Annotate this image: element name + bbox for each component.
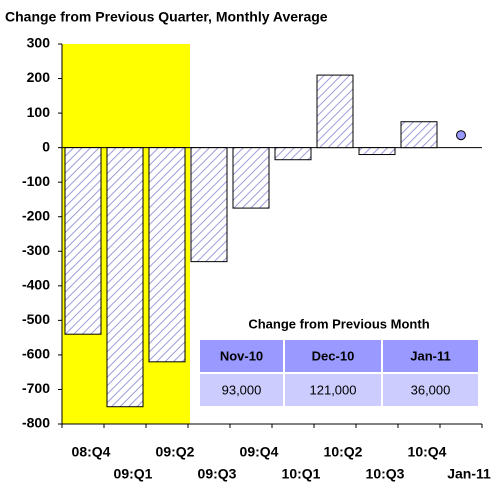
table-header: Jan-11	[410, 348, 450, 363]
table-cell	[383, 374, 478, 406]
x-tick-label: 10:Q1	[282, 466, 321, 482]
table-header-cell	[200, 340, 283, 372]
bar	[64, 147, 102, 335]
x-tick-label: 10:Q4	[408, 444, 447, 460]
bar	[232, 147, 270, 209]
y-tick-label: -200	[22, 207, 50, 223]
x-tick-label: 10:Q2	[324, 444, 363, 460]
bar	[400, 121, 438, 149]
y-tick-label: -500	[22, 311, 50, 327]
y-tick-label: -100	[22, 173, 50, 189]
table-cell	[285, 374, 381, 406]
bar	[106, 147, 144, 408]
table-header: Nov-10	[220, 348, 263, 363]
x-tick-label: 10:Q3	[366, 466, 405, 482]
table-value: 36,000	[411, 382, 451, 397]
table-value: 93,000	[222, 382, 262, 397]
y-tick-label: 100	[27, 104, 51, 120]
y-tick-label: 300	[27, 35, 51, 51]
y-tick-label: -800	[22, 415, 50, 431]
table-title: Change from Previous Month	[248, 316, 429, 331]
x-tick-label: 08:Q4	[72, 444, 111, 460]
bar	[358, 147, 396, 156]
y-tick-label: 200	[27, 69, 51, 85]
y-tick-label: -700	[22, 380, 50, 396]
table-header-cell	[285, 340, 381, 372]
y-tick-label: -400	[22, 277, 50, 293]
chart-title: Change from Previous Quarter, Monthly Av…	[5, 9, 328, 25]
x-tick-label: 09:Q4	[240, 444, 279, 460]
table-header-cell	[383, 340, 478, 372]
table-value: 121,000	[310, 382, 357, 397]
dot	[456, 130, 466, 141]
table-header: Dec-10	[312, 348, 355, 363]
bar	[148, 147, 186, 363]
x-tick-label: Jan-11	[447, 466, 491, 482]
y-tick-label: -600	[22, 346, 50, 362]
bar	[316, 74, 354, 149]
table-cell	[200, 374, 283, 406]
x-tick-label: 09:Q2	[156, 444, 195, 460]
y-tick-label: -300	[22, 242, 50, 258]
y-tick-label: 0	[42, 138, 50, 154]
x-tick-label: 09:Q3	[198, 466, 237, 482]
bar	[190, 147, 228, 263]
bar	[274, 147, 312, 161]
x-tick-label: 09:Q1	[114, 466, 153, 482]
